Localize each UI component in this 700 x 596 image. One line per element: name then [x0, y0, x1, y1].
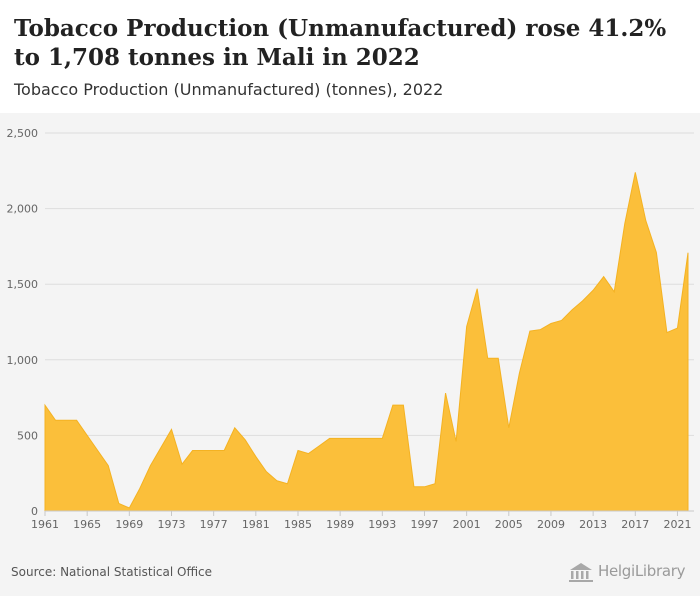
y-tick-label: 1,000: [7, 354, 39, 367]
library-building-icon: [569, 563, 593, 582]
page-subtitle: Tobacco Production (Unmanufactured) (ton…: [14, 80, 444, 99]
x-tick-label: 2013: [579, 518, 607, 531]
y-tick-label: 1,500: [7, 278, 39, 291]
y-tick-label: 0: [31, 505, 38, 518]
x-tick-label: 1993: [368, 518, 396, 531]
x-tick-label: 1989: [326, 518, 354, 531]
x-tick-label: 2021: [663, 518, 691, 531]
x-tick-label: 2017: [621, 518, 649, 531]
x-tick-label: 1965: [73, 518, 101, 531]
x-tick-label: 1985: [284, 518, 312, 531]
x-tick-label: 2001: [453, 518, 481, 531]
x-tick-label: 1961: [31, 518, 59, 531]
area-chart: 0 500 1,000 1,500 2,000 2,500 1961 1965 1969 1973…: [7, 127, 694, 531]
header: Tobacco Production (Unmanufactured) rose…: [0, 0, 700, 113]
source-note: Source: National Statistical Office: [11, 565, 213, 579]
chart-panel: 0 500 1,000 1,500 2,000 2,500 1961 1965 1969 1973…: [0, 113, 700, 596]
area-series: [44, 172, 689, 512]
page-title: Tobacco Production (Unmanufactured) rose…: [14, 15, 667, 71]
x-tick-label: 1969: [115, 518, 143, 531]
x-tick-label: 2009: [537, 518, 565, 531]
x-tick-label: 1977: [200, 518, 228, 531]
logo-text: HelgiLibrary: [598, 562, 686, 580]
x-tick-label: 1973: [157, 518, 185, 531]
x-tick-label: 2005: [495, 518, 523, 531]
helgi-library-logo: HelgiLibrary: [568, 561, 692, 583]
y-tick-label: 500: [17, 429, 38, 442]
y-tick-label: 2,500: [7, 127, 39, 140]
y-tick-label: 2,000: [7, 203, 39, 216]
x-tick-label: 1997: [410, 518, 438, 531]
x-tick-label: 1981: [242, 518, 270, 531]
